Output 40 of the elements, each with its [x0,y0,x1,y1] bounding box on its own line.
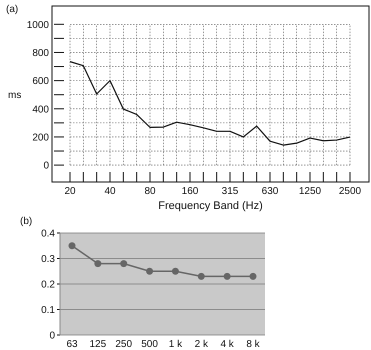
x-tick-label: 2500 [338,186,362,197]
y-tick-label: 0.2 [41,280,56,290]
x-tick-label: 2 k [194,339,209,350]
x-tick-label: 1 k [168,339,184,350]
y-tick-label: 200 [32,132,50,144]
y-tick-label: 1000 [26,20,50,31]
x-tick-label: 40 [104,186,116,197]
y-tick-label: 400 [32,104,50,116]
x-tick-label: 20 [64,186,76,197]
x-axis-title: Frequency Band (Hz) [158,200,263,212]
x-tick-label: 4 k [220,339,235,350]
point [94,260,102,268]
x-tick-label: 250 [115,339,132,350]
x-tick-label: 1250 [298,186,322,197]
y-tick-label: 0.4 [41,228,56,240]
x-tick-label: 125 [90,339,107,350]
point [146,268,154,275]
x-tick-label: 8 k [246,339,261,350]
line-series [69,61,351,146]
x-tick-label: 63 [66,339,78,350]
point [172,268,179,275]
x-tick-label: 80 [144,186,156,197]
y-tick-label: 0 [49,330,56,342]
x-tick-label: 315 [222,186,239,197]
point [250,272,256,280]
point [68,242,76,250]
point [198,272,205,280]
y-tick-label: 0.3 [41,254,56,265]
x-tick-label: 160 [182,186,199,197]
y-tick-label: 0 [43,160,50,172]
y-axis-title: ms [8,90,22,101]
y-tick-label: 0.1 [41,305,56,316]
x-tick-label: 630 [262,186,279,197]
x-tick-label: 500 [141,339,158,350]
chart-title: (a) [6,4,18,15]
chart-title: (b) [20,216,32,227]
y-tick-label: 800 [32,48,50,59]
point [120,260,128,268]
point [224,272,231,280]
y-tick-label: 600 [32,76,50,88]
